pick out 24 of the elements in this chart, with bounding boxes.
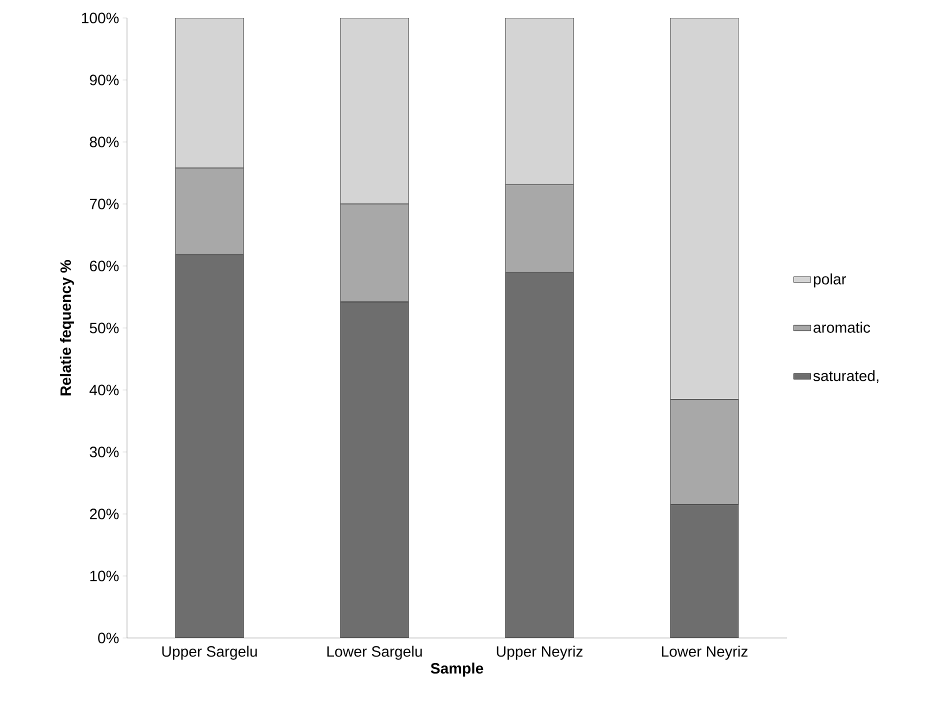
y-axis-title: Relatie fequency % (60, 260, 74, 396)
bar (340, 18, 409, 204)
x-tick-label: Lower Sargelu (327, 646, 422, 660)
legend-label: polar (814, 273, 846, 288)
y-tick-label: 10% (90, 570, 119, 582)
y-tick-label: 100% (82, 12, 119, 24)
legend-label: saturated, (813, 370, 878, 383)
x-tick-label: Lower Neyriz (662, 646, 748, 660)
bar (175, 18, 244, 168)
y-tick-label: 90% (90, 74, 119, 86)
y-tick-label: 40% (90, 384, 119, 396)
bar (670, 18, 739, 400)
y-tick-label: 80% (90, 136, 119, 148)
y-tick-label: 30% (90, 446, 119, 458)
y-tick-label: 50% (90, 322, 119, 334)
y-tick-label: 0% (98, 632, 119, 644)
y-tick-label: 60% (90, 260, 119, 272)
x-tick-label: Upper Neyriz (496, 646, 582, 660)
y-tick-label: 70% (90, 198, 119, 210)
bar (505, 18, 574, 185)
x-tick-label: Upper Sargelu (162, 646, 257, 660)
legend-label: aromatic (814, 322, 870, 333)
x-axis-title: Sample (430, 662, 484, 677)
y-tick-label: 20% (90, 508, 119, 520)
